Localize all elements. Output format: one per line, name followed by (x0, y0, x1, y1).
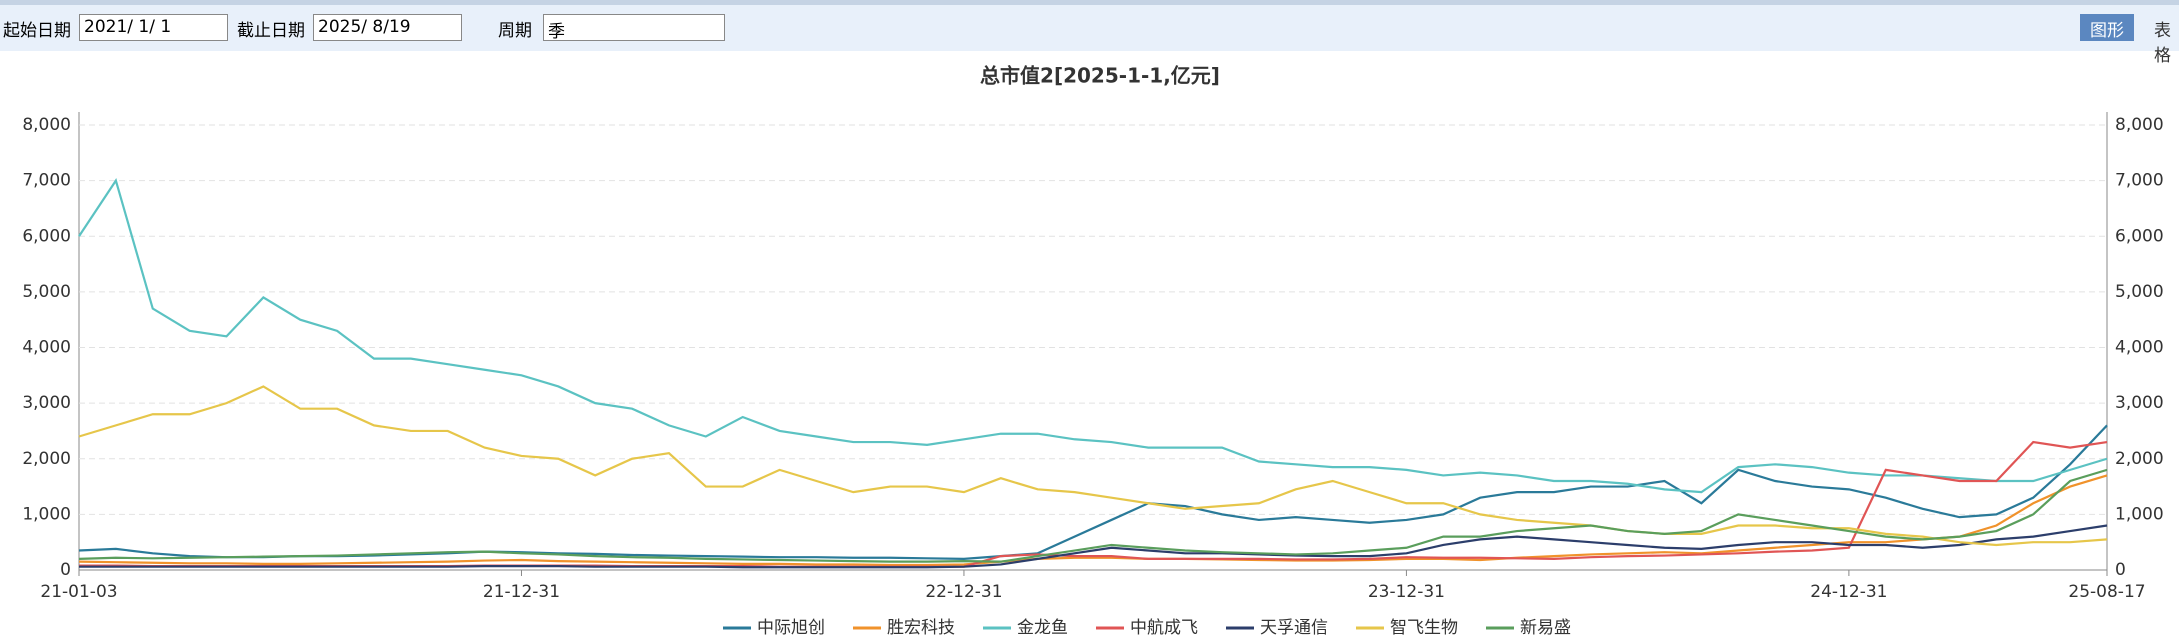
legend-label: 金龙鱼 (1017, 618, 1068, 638)
legend-label: 新易盛 (1520, 618, 1571, 638)
label: 截止日期 (237, 21, 305, 41)
legend-label: 天孚通信 (1260, 618, 1328, 638)
chart-button[interactable]: 图形 (2080, 14, 2134, 41)
y-tick-label: 4,000 (22, 338, 71, 358)
y-tick-label: 6,000 (22, 226, 71, 246)
x-tick-label: 21-01-03 (40, 582, 117, 602)
series-line (78, 468, 2108, 563)
y2-tick-label: 1,000 (2115, 504, 2164, 524)
toolbar: 起始日期 2021/ 1/ 1 截止日期 2025/ 8/19 周期 季 图形 … (0, 0, 2179, 66)
table-button[interactable]: 表格 (2154, 21, 2171, 66)
y-tick-label: 8,000 (22, 115, 71, 135)
y-tick-label: 5,000 (22, 282, 71, 302)
y-tick-label: 1,000 (22, 504, 71, 524)
x-tick-label: 23-12-31 (1368, 582, 1445, 602)
x-tick-label: 21-12-31 (483, 582, 560, 602)
series-line (78, 474, 2108, 567)
series-line (78, 385, 2108, 547)
y-tick-label: 0 (60, 560, 71, 580)
series-line (78, 424, 2108, 560)
x-tick-label: 25-08-17 (2068, 582, 2145, 602)
legend-label: 智飞生物 (1390, 618, 1458, 638)
x-tick-label: 24-12-31 (1810, 582, 1887, 602)
label: 周期 (498, 21, 532, 41)
y2-tick-label: 8,000 (2115, 115, 2164, 135)
legend-label: 中航成飞 (1130, 618, 1198, 638)
date-input[interactable]: 2021/ 1/ 1 (79, 14, 228, 41)
y2-tick-label: 6,000 (2115, 226, 2164, 246)
legend-label: 中际旭创 (757, 618, 825, 638)
series-line (79, 524, 2108, 569)
series-line (79, 440, 2108, 568)
select[interactable]: 季 (543, 14, 725, 42)
date-input[interactable]: 2025/ 8/19 (313, 14, 462, 41)
y2-tick-label: 4,000 (2115, 338, 2164, 358)
chart-title: 总市值2[2025-1-1,亿元] (980, 64, 1220, 88)
x-tick-label: 22-12-31 (925, 582, 1002, 602)
legend-label: 胜宏科技 (887, 618, 955, 638)
y-tick-label: 2,000 (22, 449, 71, 469)
series-line (78, 178, 2108, 494)
y2-tick-label: 0 (2115, 560, 2126, 580)
y2-tick-label: 7,000 (2115, 171, 2164, 191)
y-tick-label: 3,000 (22, 393, 71, 413)
y2-tick-label: 3,000 (2115, 393, 2164, 413)
label: 起始日期 (3, 21, 71, 41)
y2-tick-label: 2,000 (2115, 449, 2164, 469)
y2-tick-label: 5,000 (2115, 282, 2164, 302)
y-tick-label: 7,000 (22, 171, 71, 191)
